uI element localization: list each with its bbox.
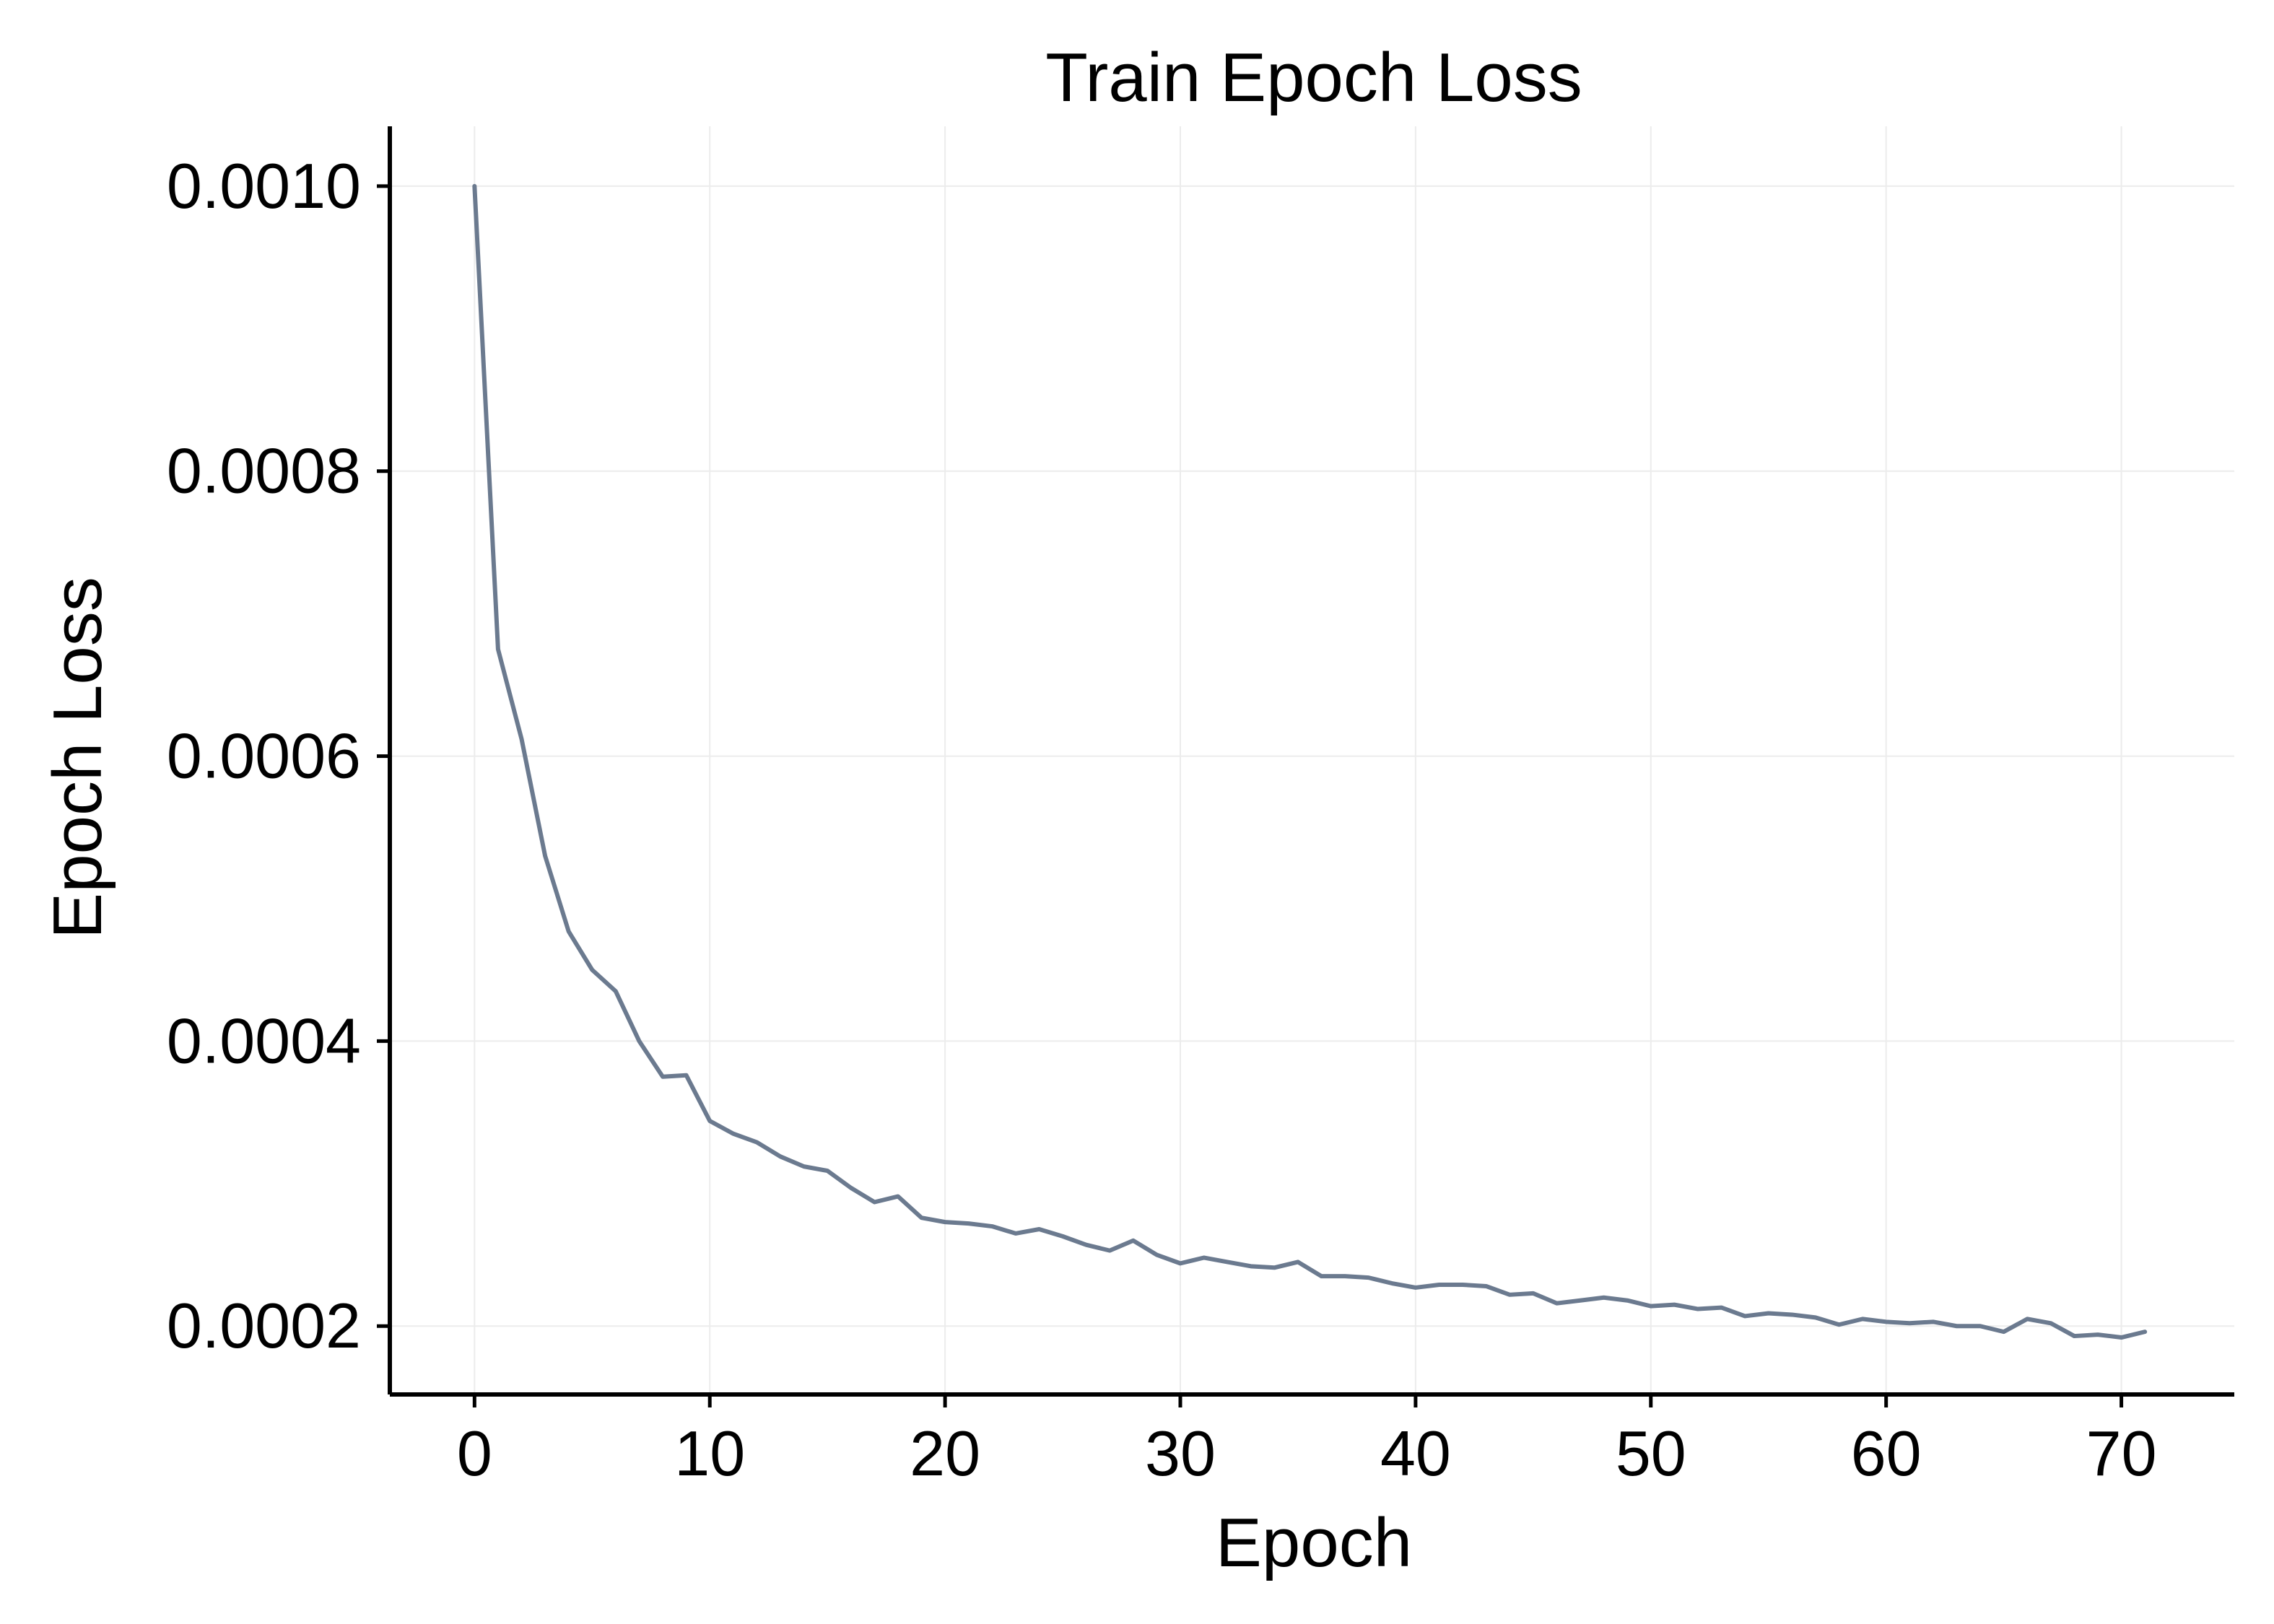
x-axis-label: Epoch	[1216, 1504, 1412, 1581]
y-tick-label: 0.0008	[167, 435, 361, 507]
x-tick-label: 10	[674, 1418, 745, 1489]
y-tick-label: 0.0004	[167, 1005, 361, 1076]
y-axis-label: Epoch Loss	[39, 577, 116, 939]
chart-title: Train Epoch Loss	[1045, 39, 1582, 116]
x-tick-label: 50	[1616, 1418, 1686, 1489]
x-tick-label: 70	[2086, 1418, 2157, 1489]
y-tick-label: 0.0002	[167, 1290, 361, 1361]
y-tick-label: 0.0006	[167, 720, 361, 792]
x-tick-label: 20	[910, 1418, 980, 1489]
x-tick-label: 40	[1380, 1418, 1451, 1489]
x-tick-label: 60	[1851, 1418, 1922, 1489]
x-tick-label: 0	[457, 1418, 492, 1489]
y-tick-label: 0.0010	[167, 150, 361, 222]
series-line	[472, 183, 2148, 1340]
series-layer	[472, 183, 2148, 1340]
grid-layer	[390, 126, 2234, 1394]
ticks-layer: 0 10 20 30 40 50 60 70 0.0002 0.0004 0.0006 0.0008 0…	[167, 150, 2157, 1489]
x-tick-label: 30	[1145, 1418, 1216, 1489]
axes-layer	[388, 126, 2234, 1397]
